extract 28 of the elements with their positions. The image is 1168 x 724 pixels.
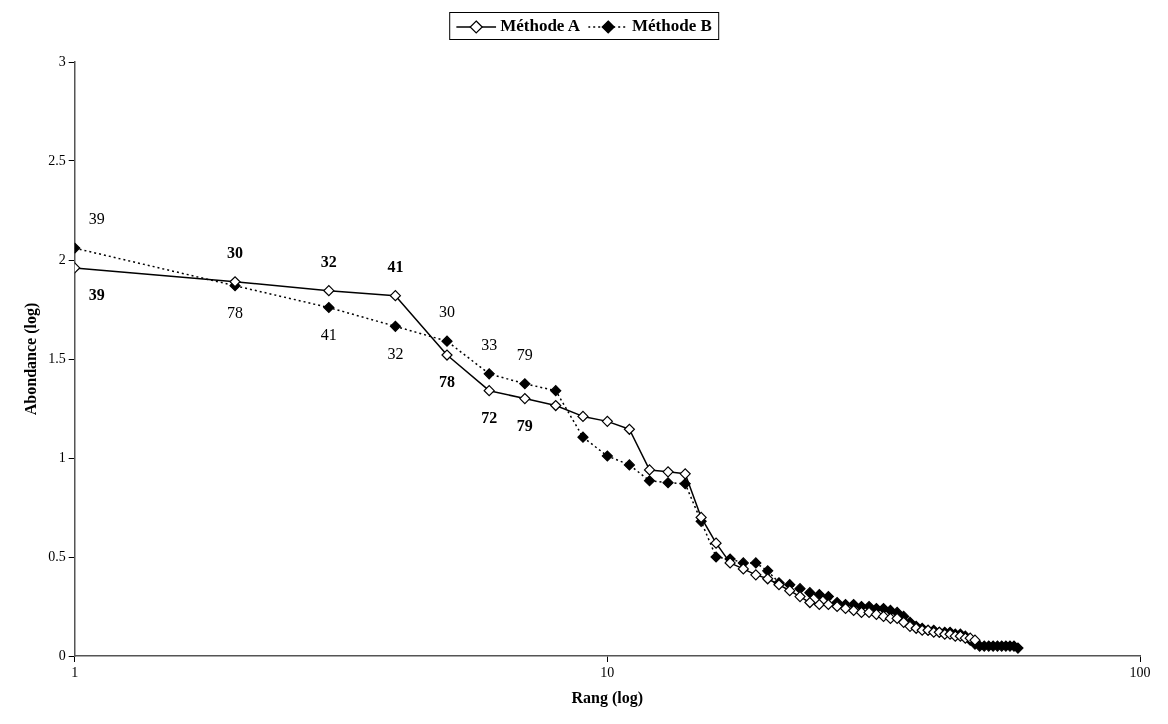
y-tick-label: 1.5 — [48, 350, 66, 366]
annotation: 32 — [320, 252, 337, 270]
annotation: 32 — [387, 344, 404, 362]
legend-label: Méthode B — [632, 16, 712, 35]
annotation: 79 — [516, 416, 533, 434]
y-tick-label: 1 — [58, 449, 66, 465]
annotation: 78 — [439, 373, 456, 391]
y-tick-label: 0.5 — [48, 548, 66, 564]
y-tick-label: 3 — [58, 53, 66, 69]
annotation: 72 — [481, 408, 498, 426]
x-tick-label: 1 — [71, 665, 79, 681]
y-tick-label: 2.5 — [48, 152, 66, 168]
annotation: 41 — [387, 257, 404, 275]
annotation: 79 — [516, 345, 533, 363]
annotation: 30 — [227, 243, 244, 261]
y-axis-title: Abondance (log) — [21, 302, 40, 416]
annotation: 41 — [320, 325, 337, 343]
annotation: 78 — [227, 303, 244, 321]
legend-label: Méthode A — [500, 16, 580, 35]
x-axis-title: Rang (log) — [571, 688, 644, 707]
annotation: 33 — [481, 336, 498, 354]
annotation: 39 — [88, 210, 105, 228]
x-tick-label: 10 — [600, 665, 615, 681]
y-tick-label: 0 — [58, 647, 66, 663]
annotation: 30 — [439, 303, 456, 321]
x-tick-label: 100 — [1129, 665, 1151, 681]
annotation: 39 — [88, 286, 105, 304]
y-tick-label: 2 — [58, 251, 66, 267]
